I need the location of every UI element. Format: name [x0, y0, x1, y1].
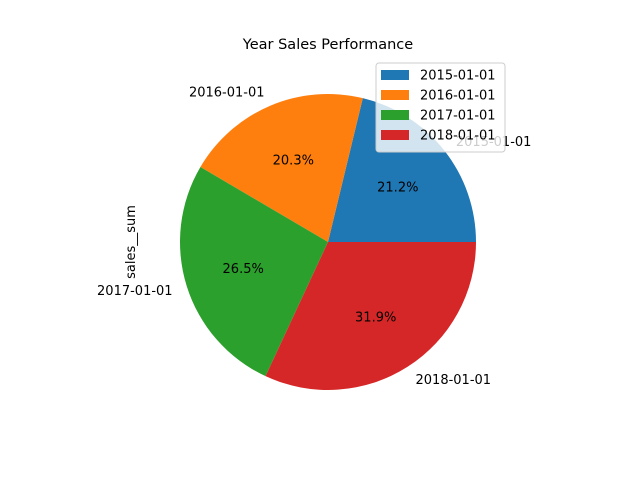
- legend-swatch: [381, 110, 409, 120]
- legend-swatch: [381, 70, 409, 80]
- pie-percent-label: 26.5%: [223, 262, 264, 277]
- pie-slice-2017-01-01: [179, 166, 328, 377]
- pie-percent-label: 21.2%: [377, 181, 418, 196]
- pie-category-label: 2018-01-01: [416, 373, 492, 388]
- legend-swatch: [381, 130, 409, 140]
- legend-swatch: [381, 90, 409, 100]
- legend-box: [375, 62, 506, 153]
- pie-slice-2016-01-01: [200, 93, 363, 243]
- legend-label: 2017-01-01: [420, 109, 496, 124]
- legend: 2015-01-01 2016-01-01 2017-01-01 2018-01-01: [375, 62, 506, 153]
- pie-category-label: 2017-01-01: [97, 284, 173, 299]
- pie-percent-label: 20.3%: [273, 154, 314, 169]
- y-axis-label: sales__sum: [124, 205, 139, 279]
- pie-slice-2018-01-01: [265, 242, 476, 390]
- pie-category-label: 2016-01-01: [189, 86, 265, 101]
- pie-percent-labels: 21.2% 20.3% 26.5% 31.9%: [223, 154, 419, 326]
- legend-label: 2016-01-01: [420, 89, 496, 104]
- legend-label: 2015-01-01: [420, 69, 496, 84]
- legend-label: 2018-01-01: [420, 129, 496, 144]
- pie-slices: [179, 93, 476, 390]
- chart-title: Year Sales Performance: [242, 37, 413, 53]
- pie-percent-label: 31.9%: [355, 310, 396, 325]
- pie-slice-2015-01-01: [328, 98, 476, 243]
